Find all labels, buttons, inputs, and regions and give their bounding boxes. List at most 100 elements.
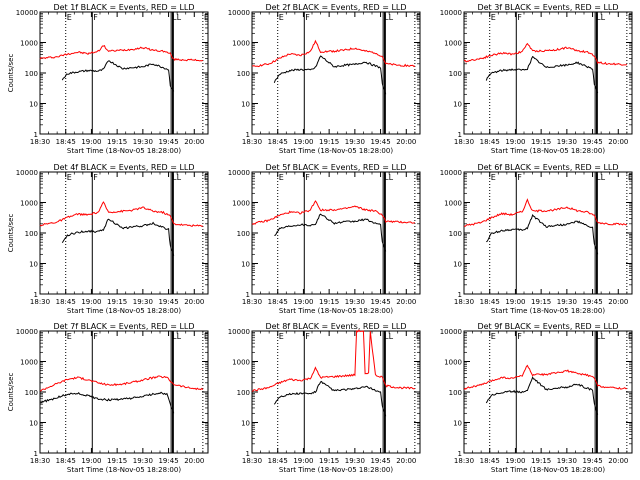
y-tick-label: 100 xyxy=(237,230,250,238)
x-axis-label: Start Time (18-Nov-05 18:28:00) xyxy=(279,466,393,474)
x-tick-label: 18:45 xyxy=(480,138,500,146)
chart-title: Det 4f BLACK = Events, RED = LLD xyxy=(53,163,194,172)
x-axis-label: Start Time (18-Nov-05 18:28:00) xyxy=(491,307,605,315)
event-annotation: E xyxy=(279,332,284,341)
y-tick-label: 1000 xyxy=(444,200,462,208)
y-tick-label: 1000 xyxy=(232,200,250,208)
series-events-line xyxy=(274,213,387,252)
x-tick-label: 19:30 xyxy=(557,457,577,465)
y-tick-label: 10000 xyxy=(440,169,462,177)
event-annotation: E xyxy=(67,173,72,182)
y-tick-label: 100 xyxy=(449,389,462,397)
chart-title: Det 8f BLACK = Events, RED = LLD xyxy=(265,322,406,331)
y-tick-label: 10000 xyxy=(228,328,250,336)
plot-frame xyxy=(251,11,421,135)
x-tick-label: 19:15 xyxy=(107,457,127,465)
chart-title: Det 2f BLACK = Events, RED = LLD xyxy=(265,3,406,12)
x-tick-label: 20:00 xyxy=(184,138,204,146)
event-annotation: E xyxy=(279,173,284,182)
x-tick-label: 20:00 xyxy=(396,457,416,465)
y-tick-label: 10 xyxy=(29,261,38,269)
series-lld-line xyxy=(463,42,628,66)
y-tick-label: 1 xyxy=(246,291,250,299)
series-lld-line xyxy=(251,329,416,392)
plot-frame xyxy=(39,330,209,454)
series-events-line xyxy=(273,55,387,95)
x-tick-label: 19:30 xyxy=(133,457,153,465)
series-events-line xyxy=(61,218,175,256)
x-tick-label: 19:45 xyxy=(158,457,178,465)
x-tick-label: 19:15 xyxy=(107,298,127,306)
y-tick-label: 100 xyxy=(237,70,250,78)
x-tick-label: 18:30 xyxy=(30,457,50,465)
event-annotation: LL xyxy=(384,13,393,22)
x-tick-label: 20:00 xyxy=(608,457,628,465)
y-tick-label: 10000 xyxy=(16,328,38,336)
event-annotation: F xyxy=(305,332,310,341)
y-tick-label: 1000 xyxy=(20,200,38,208)
x-tick-label: 19:30 xyxy=(133,298,153,306)
x-axis-label: Start Time (18-Nov-05 18:28:00) xyxy=(67,147,181,155)
y-tick-label: 10000 xyxy=(16,169,38,177)
y-axis-label: Counts/sec xyxy=(7,54,15,93)
y-tick-label: 1 xyxy=(34,291,38,299)
x-tick-label: 19:00 xyxy=(293,457,313,465)
event-annotation: E xyxy=(628,173,633,182)
chart-panel: Det 3f BLACK = Events, RED = LLD Start Ti… xyxy=(440,3,633,155)
x-axis-label: Start Time (18-Nov-05 18:28:00) xyxy=(491,147,605,155)
x-tick-label: 19:30 xyxy=(133,138,153,146)
event-annotation: E xyxy=(491,173,496,182)
event-annotation: E xyxy=(416,173,421,182)
x-tick-label: 18:30 xyxy=(30,138,50,146)
y-axis-label: Counts/sec xyxy=(7,214,15,253)
event-annotation: LL xyxy=(384,332,393,341)
y-tick-label: 10000 xyxy=(228,169,250,177)
event-annotation: E xyxy=(416,332,421,341)
x-tick-label: 19:15 xyxy=(319,298,339,306)
x-tick-label: 19:45 xyxy=(370,138,390,146)
plot-frame xyxy=(251,330,421,454)
plot-frame xyxy=(251,171,421,295)
x-tick-label: 20:00 xyxy=(184,457,204,465)
chart-panel: Det 9f BLACK = Events, RED = LLD Start Ti… xyxy=(440,322,633,474)
y-tick-label: 100 xyxy=(25,389,38,397)
x-tick-label: 19:15 xyxy=(531,138,551,146)
event-annotation: E xyxy=(204,173,209,182)
x-tick-label: 18:30 xyxy=(242,298,262,306)
series-events-line xyxy=(39,391,175,414)
chart-panel: Det 6f BLACK = Events, RED = LLD Start Ti… xyxy=(440,163,633,315)
y-tick-label: 10 xyxy=(453,420,462,428)
x-tick-label: 19:30 xyxy=(557,138,577,146)
x-tick-label: 18:45 xyxy=(56,457,76,465)
plot-frame xyxy=(463,330,633,454)
x-tick-label: 18:45 xyxy=(268,298,288,306)
event-annotation: F xyxy=(305,173,310,182)
x-tick-label: 19:45 xyxy=(158,138,178,146)
y-tick-label: 10000 xyxy=(16,9,38,17)
x-tick-label: 20:00 xyxy=(608,298,628,306)
x-tick-label: 19:30 xyxy=(345,298,365,306)
series-events-line xyxy=(485,55,599,94)
x-tick-label: 19:45 xyxy=(582,298,602,306)
event-annotation: LL xyxy=(172,173,181,182)
chart-panel: Det 4f BLACK = Events, RED = LLD Start Ti… xyxy=(7,163,209,315)
x-axis-label: Start Time (18-Nov-05 18:28:00) xyxy=(67,466,181,474)
plot-frame xyxy=(39,11,209,135)
y-tick-label: 1 xyxy=(458,291,462,299)
x-tick-label: 18:45 xyxy=(268,457,288,465)
x-tick-label: 19:45 xyxy=(370,457,390,465)
x-tick-label: 19:30 xyxy=(345,138,365,146)
x-tick-label: 19:45 xyxy=(158,298,178,306)
y-tick-label: 1000 xyxy=(20,40,38,48)
event-annotation: E xyxy=(204,332,209,341)
series-lld-line xyxy=(463,364,627,390)
x-tick-label: 18:45 xyxy=(480,298,500,306)
x-tick-label: 20:00 xyxy=(608,138,628,146)
y-tick-label: 10000 xyxy=(440,328,462,336)
chart-title: Det 1f BLACK = Events, RED = LLD xyxy=(53,3,194,12)
y-tick-label: 1 xyxy=(458,131,462,139)
y-tick-label: 1000 xyxy=(232,40,250,48)
y-tick-label: 10 xyxy=(453,261,462,269)
chart-title: Det 6f BLACK = Events, RED = LLD xyxy=(477,163,618,172)
y-tick-label: 1000 xyxy=(444,40,462,48)
